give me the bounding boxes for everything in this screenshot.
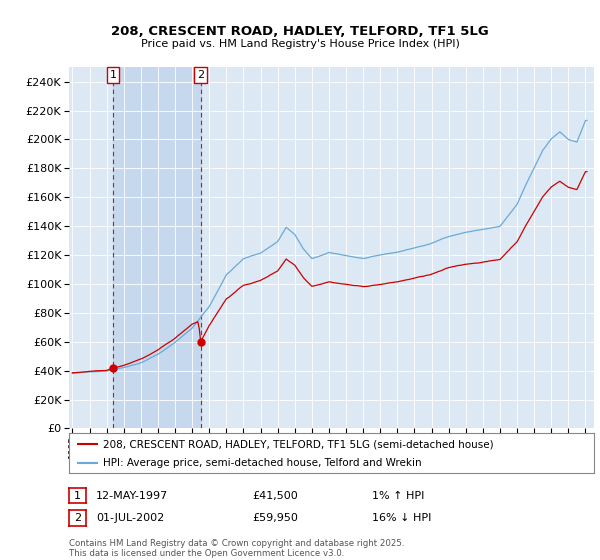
Text: 208, CRESCENT ROAD, HADLEY, TELFORD, TF1 5LG (semi-detached house): 208, CRESCENT ROAD, HADLEY, TELFORD, TF1… [103,439,494,449]
Text: 2: 2 [74,513,81,523]
Text: 16% ↓ HPI: 16% ↓ HPI [372,513,431,523]
Bar [113,67,200,428]
Text: 1: 1 [74,491,81,501]
Text: £41,500: £41,500 [252,491,298,501]
Text: 01-JUL-2002: 01-JUL-2002 [96,513,164,523]
Text: £59,950: £59,950 [252,513,298,523]
Text: 12-MAY-1997: 12-MAY-1997 [96,491,168,501]
Text: Price paid vs. HM Land Registry's House Price Index (HPI): Price paid vs. HM Land Registry's House … [140,39,460,49]
Text: 1: 1 [109,70,116,80]
Text: HPI: Average price, semi-detached house, Telford and Wrekin: HPI: Average price, semi-detached house,… [103,458,422,468]
Text: 2: 2 [197,70,204,80]
Text: Contains HM Land Registry data © Crown copyright and database right 2025.
This d: Contains HM Land Registry data © Crown c… [69,539,404,558]
Text: 208, CRESCENT ROAD, HADLEY, TELFORD, TF1 5LG: 208, CRESCENT ROAD, HADLEY, TELFORD, TF1… [111,25,489,38]
Text: 1% ↑ HPI: 1% ↑ HPI [372,491,424,501]
